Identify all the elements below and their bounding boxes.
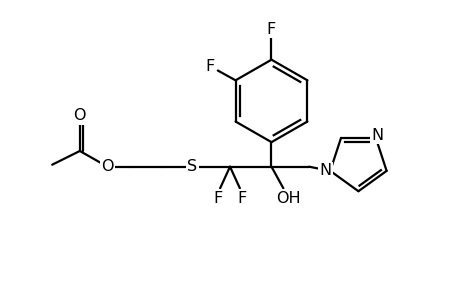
Text: F: F (266, 22, 275, 37)
Text: OH: OH (275, 190, 300, 206)
Text: F: F (237, 190, 246, 206)
Text: O: O (73, 108, 86, 123)
Text: N: N (371, 128, 383, 142)
Text: F: F (213, 190, 222, 206)
Text: S: S (187, 159, 197, 174)
Text: F: F (205, 59, 214, 74)
Text: O: O (101, 159, 113, 174)
Text: N: N (319, 164, 330, 178)
